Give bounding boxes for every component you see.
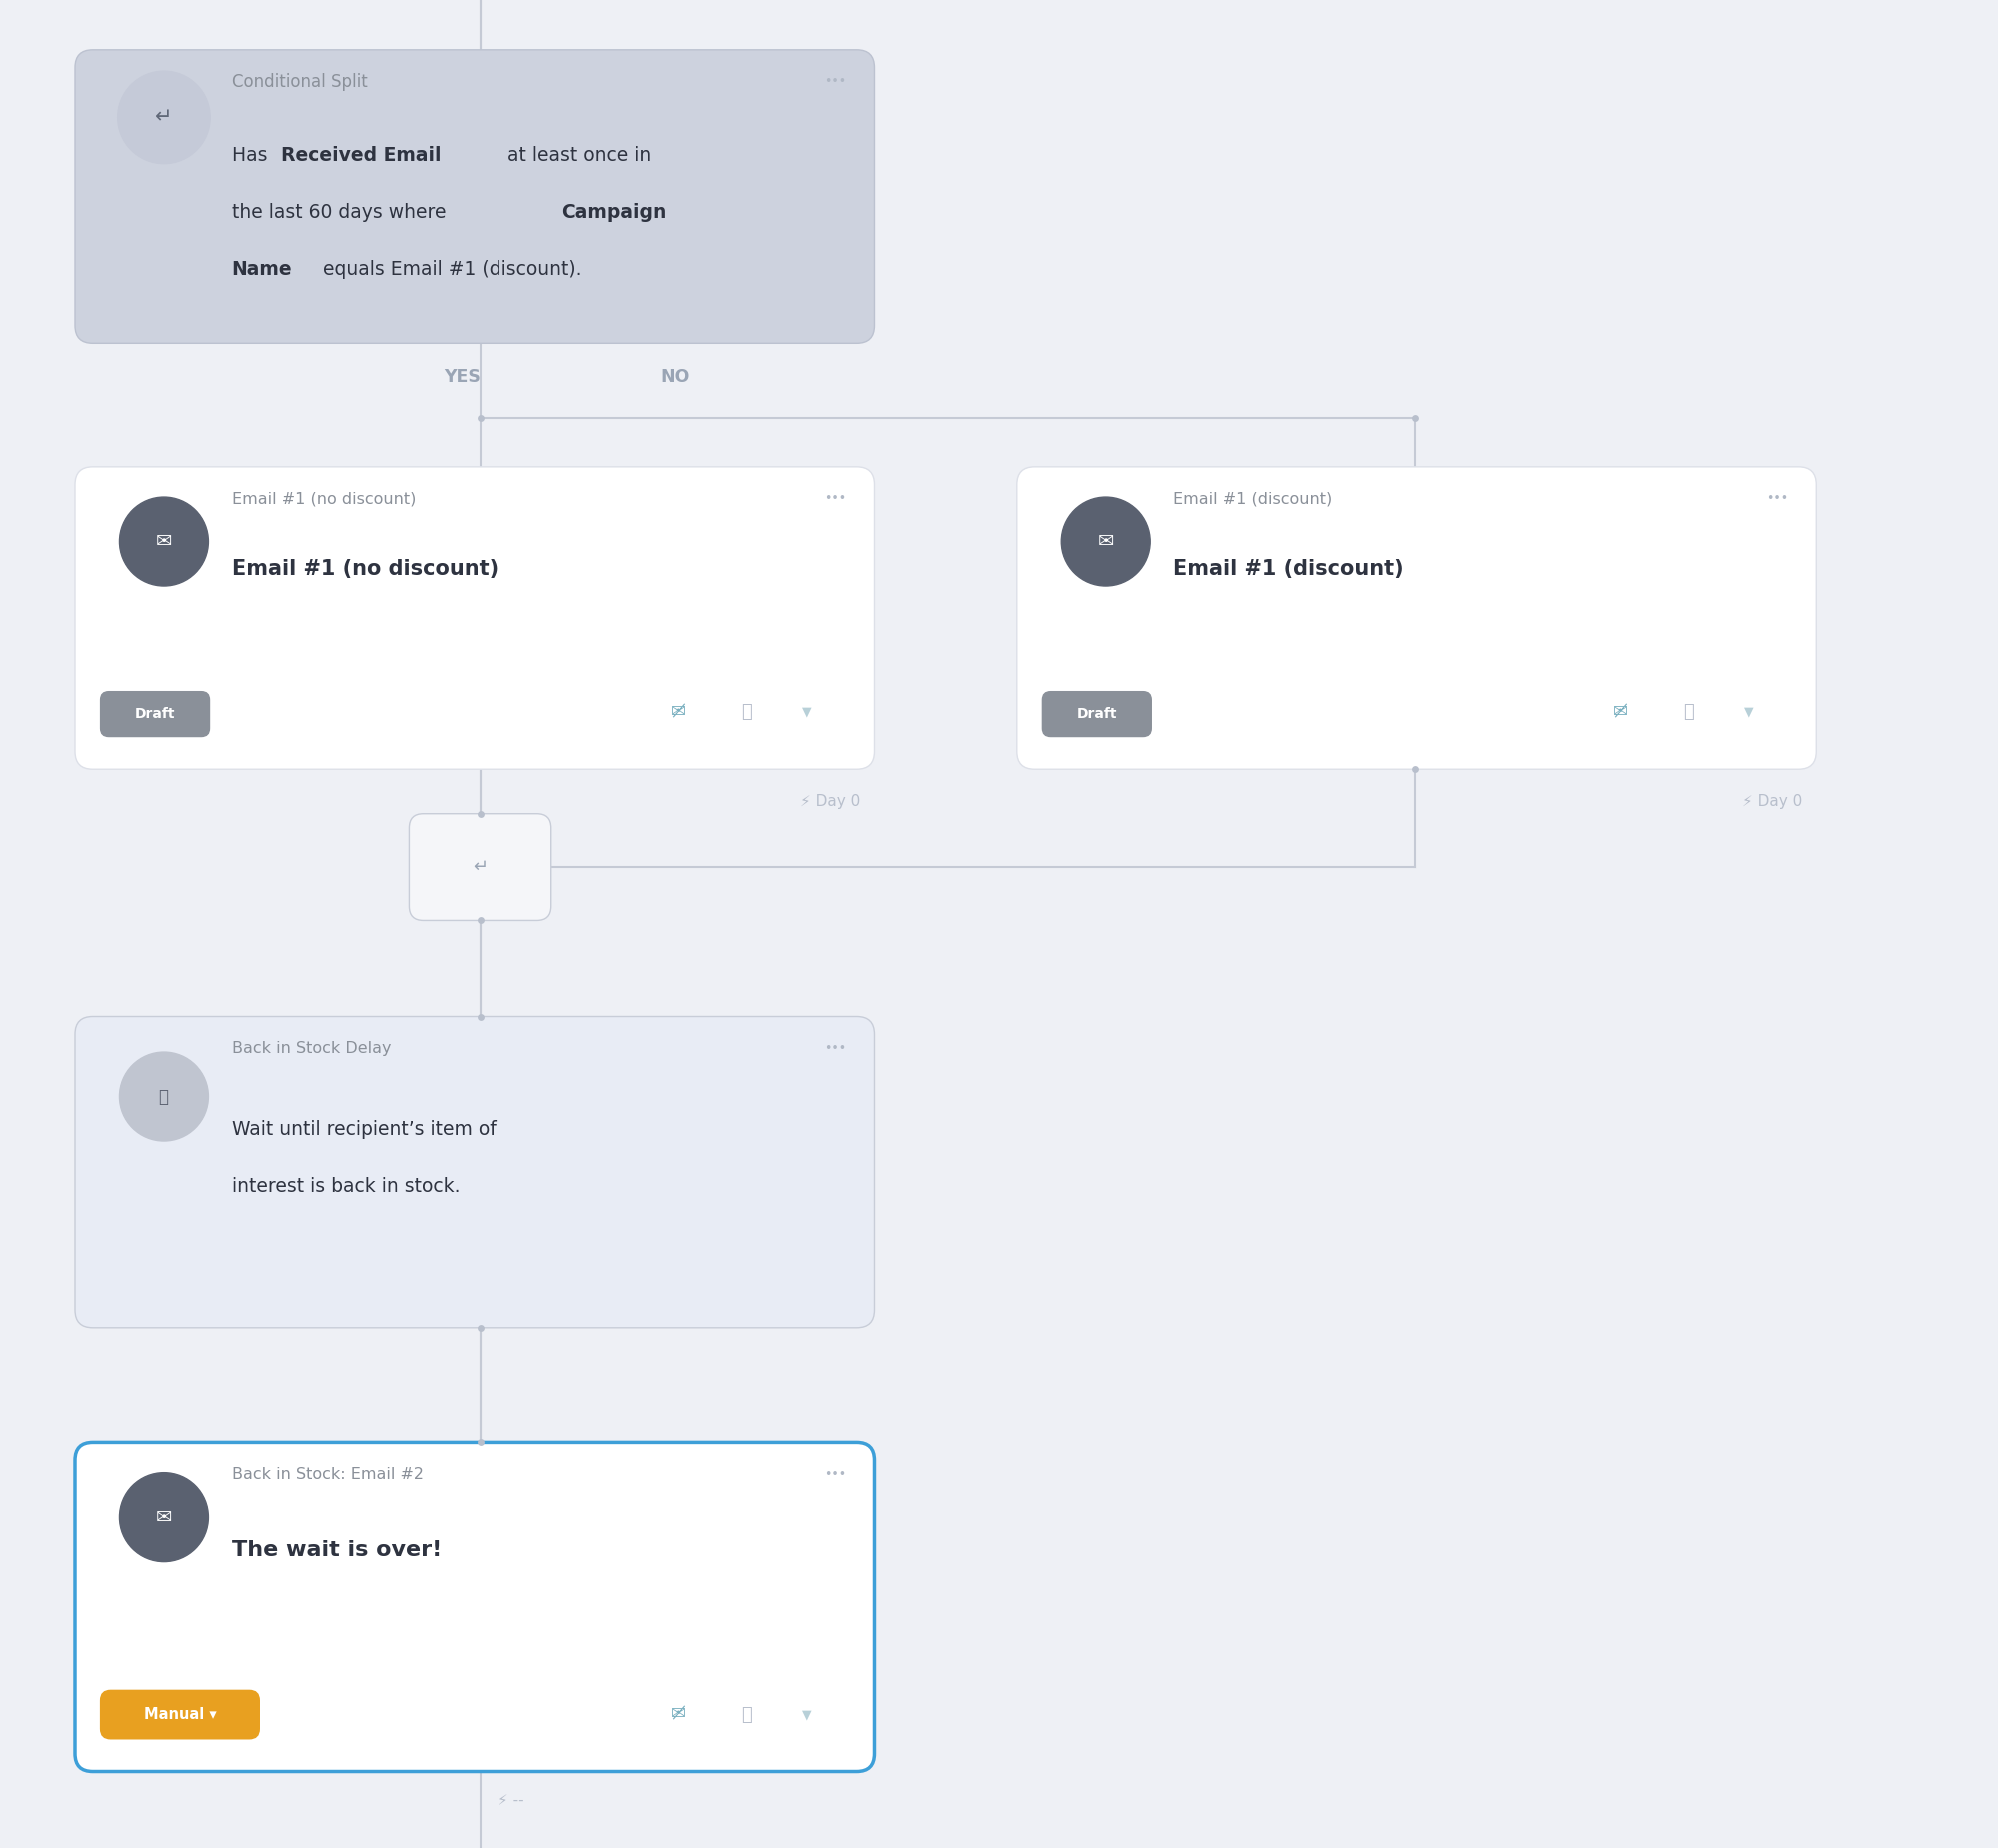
Point (464, 1429, 496, 1458)
Text: Campaign: Campaign (561, 203, 667, 222)
Text: Draft: Draft (1077, 708, 1117, 721)
Circle shape (120, 497, 208, 586)
Text: Received Email: Received Email (282, 146, 442, 164)
FancyBboxPatch shape (100, 1689, 260, 1739)
Text: •••: ••• (825, 1469, 847, 1482)
Text: •••: ••• (825, 76, 847, 89)
Text: The wait is over!: The wait is over! (232, 1541, 442, 1560)
FancyBboxPatch shape (74, 468, 875, 769)
Text: Conditional Split: Conditional Split (232, 72, 368, 91)
Circle shape (1061, 497, 1151, 586)
Text: Email #1 (no discount): Email #1 (no discount) (232, 492, 416, 506)
Text: ▼: ▼ (803, 706, 811, 719)
Text: Email #1 (discount): Email #1 (discount) (1173, 492, 1333, 506)
Text: at least once in: at least once in (501, 146, 651, 164)
Text: ↵: ↵ (156, 107, 172, 128)
FancyBboxPatch shape (1017, 468, 1816, 769)
Text: 📎: 📎 (1682, 704, 1694, 721)
FancyBboxPatch shape (1041, 691, 1151, 737)
FancyBboxPatch shape (74, 50, 875, 344)
Text: 📎: 📎 (741, 704, 751, 721)
Circle shape (120, 1473, 208, 1562)
Text: ▼: ▼ (1744, 706, 1754, 719)
Text: Email #1 (discount): Email #1 (discount) (1173, 560, 1403, 580)
Text: •••: ••• (825, 1042, 847, 1055)
Text: ✉̸: ✉̸ (671, 1706, 687, 1724)
FancyBboxPatch shape (410, 813, 551, 920)
Text: Email #1 (no discount): Email #1 (no discount) (232, 560, 498, 580)
Text: ⚡ Day 0: ⚡ Day 0 (799, 795, 861, 809)
Text: Draft: Draft (134, 708, 176, 721)
Point (1399, 754, 1431, 784)
Point (464, 403, 496, 432)
Text: Back in Stock Delay: Back in Stock Delay (232, 1040, 392, 1055)
Text: ▼: ▼ (803, 1708, 811, 1720)
Text: ✉̸: ✉̸ (1614, 704, 1628, 721)
Text: Back in Stock: Email #2: Back in Stock: Email #2 (232, 1467, 424, 1482)
Text: YES: YES (444, 368, 482, 386)
Point (464, 1002, 496, 1031)
Point (464, 1312, 496, 1342)
Text: 🛍️: 🛍️ (158, 1087, 168, 1105)
Text: Has: Has (232, 146, 274, 164)
Text: Manual ▾: Manual ▾ (144, 1708, 216, 1722)
Circle shape (120, 1052, 208, 1140)
Point (464, 798, 496, 828)
Text: the last 60 days where: the last 60 days where (232, 203, 452, 222)
Text: ✉: ✉ (1097, 532, 1113, 551)
Text: NO: NO (661, 368, 689, 386)
Text: 📎: 📎 (741, 1706, 751, 1724)
Text: ⚡ Day 0: ⚡ Day 0 (1742, 795, 1802, 809)
Text: ⚡ --: ⚡ -- (498, 1793, 523, 1807)
Point (464, 906, 496, 935)
Text: Name: Name (232, 259, 292, 279)
Text: •••: ••• (1766, 493, 1788, 506)
Text: ↵: ↵ (474, 857, 488, 876)
Text: ✉̸: ✉̸ (671, 704, 687, 721)
Text: interest is back in stock.: interest is back in stock. (232, 1177, 460, 1196)
Point (1399, 403, 1431, 432)
Text: •••: ••• (825, 493, 847, 506)
Circle shape (118, 70, 210, 163)
Text: Wait until recipient’s item of: Wait until recipient’s item of (232, 1120, 496, 1138)
FancyBboxPatch shape (74, 1443, 875, 1772)
Text: equals Email #1 (discount).: equals Email #1 (discount). (316, 259, 581, 279)
FancyBboxPatch shape (100, 691, 210, 737)
FancyBboxPatch shape (74, 1016, 875, 1327)
Text: ✉: ✉ (156, 532, 172, 551)
Text: ✉: ✉ (156, 1508, 172, 1526)
